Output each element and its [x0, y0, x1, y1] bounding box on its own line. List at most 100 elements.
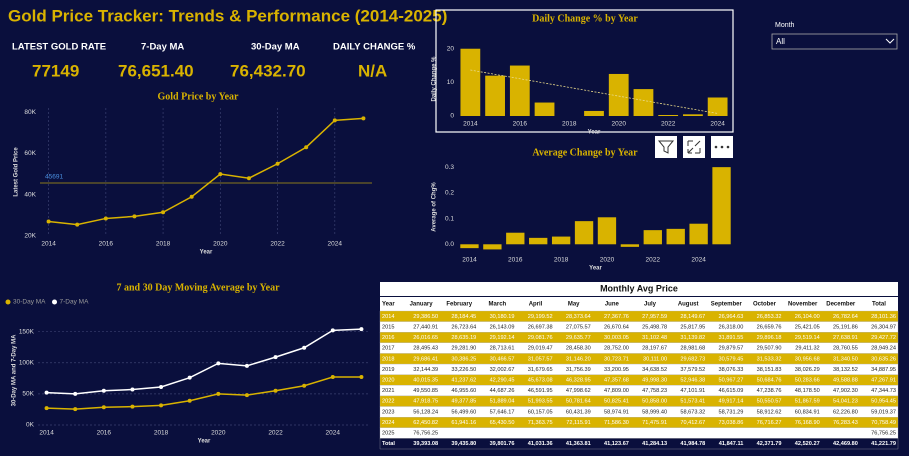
- y-tick-label: 20: [447, 45, 455, 52]
- chart-title: 7 and 30 Day Moving Average by Year: [116, 282, 280, 293]
- y-tick-label: 0: [450, 113, 454, 120]
- table-cell: 30,723.71: [604, 356, 629, 362]
- marker: [302, 345, 307, 350]
- table-cell: 27,075.57: [566, 324, 591, 330]
- table-cell: 70,412.67: [680, 420, 705, 426]
- table-cell: 46,328.95: [566, 377, 591, 383]
- dropdown-box[interactable]: [771, 33, 898, 50]
- table-cell: 28,184.45: [451, 314, 476, 320]
- table-cell: 30,635.26: [871, 356, 896, 362]
- filter-button[interactable]: [655, 136, 677, 158]
- table-cell: 26,723.64: [451, 324, 476, 330]
- marker: [189, 194, 194, 199]
- table-cell: 40,015.35: [413, 377, 438, 383]
- marker: [216, 361, 221, 366]
- chart-title: Average Change by Year: [532, 147, 638, 158]
- table-cell: 58,731.29: [718, 409, 743, 415]
- table-cell: 47,238.76: [757, 388, 782, 394]
- kpi-label: DAILY CHANGE %: [333, 42, 416, 53]
- table-cell: 58,999.40: [642, 409, 667, 415]
- y-tick-label: 60K: [24, 150, 36, 157]
- table-cell: 42,290.45: [490, 377, 515, 383]
- table-row: [379, 427, 899, 439]
- marker: [273, 355, 278, 360]
- bar: [529, 237, 548, 245]
- table-cell: 2017: [382, 346, 394, 352]
- table-cell: 31,340.50: [833, 356, 858, 362]
- dashboard-title: Gold Price Tracker: Trends & Performance…: [8, 6, 447, 25]
- table-cell: 28,458.30: [566, 346, 591, 352]
- bar: [597, 217, 617, 245]
- y-tick-label: 100K: [19, 359, 35, 366]
- marker: [244, 393, 249, 398]
- table-cell: 2020: [382, 377, 394, 383]
- bar: [534, 102, 555, 116]
- table-cell: 29,682.73: [680, 356, 705, 362]
- table-cell: 31,102.48: [642, 335, 667, 341]
- table-cell: 29,081.76: [528, 335, 553, 341]
- y-tick-label: 20K: [24, 233, 36, 240]
- table-cell: 58,912.62: [757, 409, 782, 415]
- slicer-dropdown[interactable]: All: [771, 33, 898, 50]
- reference-label: 45691: [45, 174, 63, 181]
- table-cell: 27,367.76: [604, 314, 629, 320]
- column-header: April: [529, 302, 543, 308]
- table-cell: 76,283.43: [833, 420, 858, 426]
- marker: [101, 405, 106, 410]
- y-tick-label: 80K: [24, 109, 36, 116]
- table-cell: 26,782.64: [833, 314, 858, 320]
- table-cell: 50,283.66: [795, 377, 820, 383]
- table-cell: 42,469.80: [833, 441, 858, 447]
- table-cell: 49,998.30: [642, 377, 667, 383]
- table-cell: 47,918.75: [413, 399, 438, 405]
- table-cell: 26,104.00: [795, 314, 820, 320]
- filter-icon: [657, 140, 675, 154]
- table-cell: 54,041.23: [833, 399, 858, 405]
- column-header: December: [826, 302, 856, 308]
- column-header: September: [711, 302, 743, 308]
- table-cell: 76,756.25: [871, 431, 896, 437]
- bar: [608, 73, 629, 116]
- bar: [506, 232, 525, 245]
- table-cell: 28,373.64: [566, 314, 591, 320]
- line: [46, 328, 362, 395]
- table-cell: 70,758.49: [871, 420, 896, 426]
- x-tick-label: 2022: [270, 241, 285, 248]
- marker: [44, 406, 49, 411]
- x-tick-label: 2018: [554, 257, 569, 264]
- line: [46, 376, 362, 410]
- focus-button[interactable]: [683, 136, 705, 158]
- table-cell: 29,386.50: [413, 314, 438, 320]
- table-cell: 2024: [382, 420, 394, 426]
- table-cell: 26,853.32: [757, 314, 782, 320]
- bar: [485, 75, 505, 116]
- table-cell: 2015: [382, 324, 394, 330]
- more-dot: [714, 145, 718, 149]
- x-tick-label: 2018: [156, 241, 171, 248]
- table-cell: 25,421.05: [795, 324, 820, 330]
- y-tick-label: 10: [447, 79, 455, 86]
- table-cell: 29,686.41: [413, 356, 438, 362]
- table-cell: 28,713.61: [490, 346, 515, 352]
- table-cell: 30,111.00: [643, 356, 667, 362]
- marker: [75, 222, 80, 227]
- table-cell: 76,716.27: [757, 420, 782, 426]
- table-cell: 73,038.86: [718, 420, 743, 426]
- marker: [187, 398, 192, 403]
- table-cell: 29,896.18: [757, 335, 782, 341]
- column-header: Total: [872, 302, 886, 308]
- table-cell: 29,411.32: [795, 346, 819, 352]
- bar: [574, 221, 594, 245]
- table-cell: 61,941.16: [451, 420, 476, 426]
- marker: [218, 172, 223, 177]
- line: [48, 117, 364, 226]
- table-cell: 29,281.90: [451, 346, 476, 352]
- bar: [658, 114, 679, 116]
- x-tick-label: 2022: [646, 257, 661, 264]
- x-tick-label: 2022: [268, 430, 283, 437]
- table-cell: 26,304.97: [871, 324, 896, 330]
- column-header: January: [410, 302, 434, 308]
- table-cell: 27,440.91: [413, 324, 438, 330]
- table-cell: 58,673.32: [680, 409, 705, 415]
- x-tick-label: 2014: [462, 257, 477, 264]
